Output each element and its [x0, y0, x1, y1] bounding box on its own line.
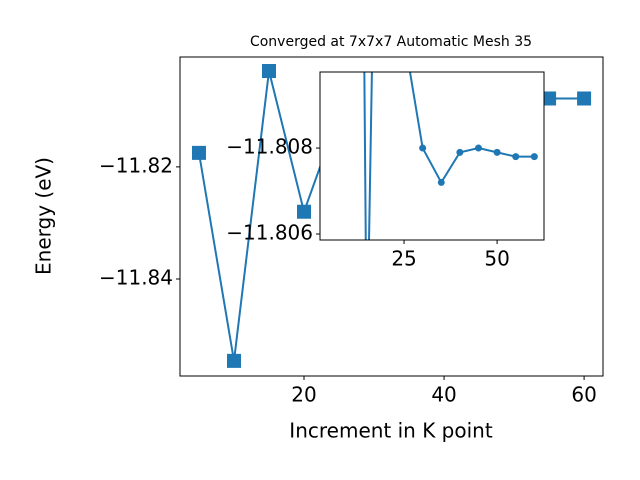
marker [530, 153, 538, 161]
marker [191, 145, 206, 160]
y-tick-label: −11.82 [99, 153, 173, 177]
axes-frame [319, 71, 545, 241]
marker [297, 204, 312, 219]
plot-area [320, 72, 544, 240]
y-tick-label: −11.84 [99, 266, 173, 290]
marker [474, 144, 482, 152]
marker [456, 148, 464, 156]
marker [577, 91, 592, 106]
y-axis-label: Energy (eV) [32, 157, 56, 275]
x-tick-label: 60 [571, 383, 596, 407]
marker [542, 91, 557, 106]
marker [493, 148, 501, 156]
marker [512, 153, 520, 161]
x-tick-label: 40 [431, 383, 456, 407]
marker [437, 178, 445, 186]
chart-title: Converged at 7x7x7 Automatic Mesh 35 [250, 34, 532, 50]
y-tick-label: −11.808 [226, 135, 313, 159]
marker [226, 353, 241, 368]
marker [419, 144, 427, 152]
axes-frame [179, 56, 604, 377]
x-tick-label: 50 [484, 247, 509, 271]
x-axis-label: Increment in K point [289, 419, 493, 443]
plot-group [363, 72, 538, 240]
y-tick-label: −11.806 [226, 220, 313, 244]
x-tick-label: 20 [291, 383, 316, 407]
x-tick-label: 25 [391, 247, 416, 271]
marker [261, 64, 276, 79]
